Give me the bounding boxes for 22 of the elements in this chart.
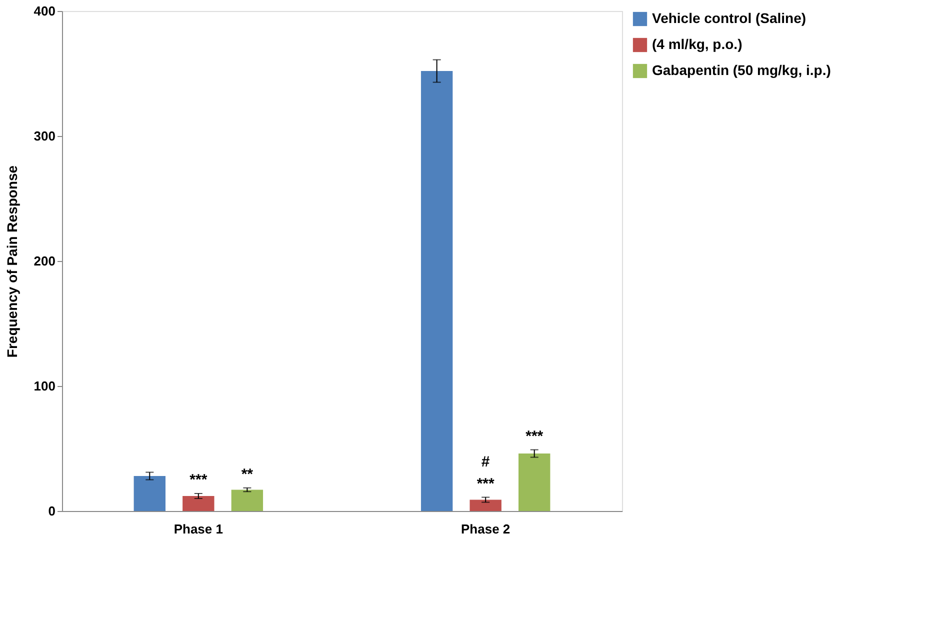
- bar: [470, 500, 502, 511]
- bar: [518, 454, 550, 511]
- y-tick-label: 100: [34, 378, 56, 394]
- annotation: ***: [526, 428, 544, 445]
- annotation: ***: [190, 472, 208, 488]
- legend-label: (4 ml/kg, p.o.): [652, 36, 742, 52]
- bar: [134, 476, 166, 511]
- y-tick-label: 400: [34, 4, 56, 18]
- x-tick-label: Phase 1: [174, 522, 223, 536]
- bar: [420, 71, 453, 511]
- y-axis-title: Frequency of Pain Response: [4, 165, 20, 358]
- y-tick-label: 300: [34, 128, 56, 144]
- bar: [231, 490, 264, 511]
- x-tick-label: Phase 2: [461, 522, 510, 536]
- legend-label: Vehicle control (Saline): [652, 10, 806, 26]
- bar: [182, 496, 214, 511]
- annotation: **: [241, 466, 254, 483]
- annotation: #: [481, 453, 490, 470]
- y-tick-label: 200: [34, 254, 56, 268]
- y-tick-label: 0: [48, 504, 56, 518]
- legend-label: Gabapentin (50 mg/kg, i.p.): [652, 62, 831, 78]
- annotation: ***: [476, 475, 495, 492]
